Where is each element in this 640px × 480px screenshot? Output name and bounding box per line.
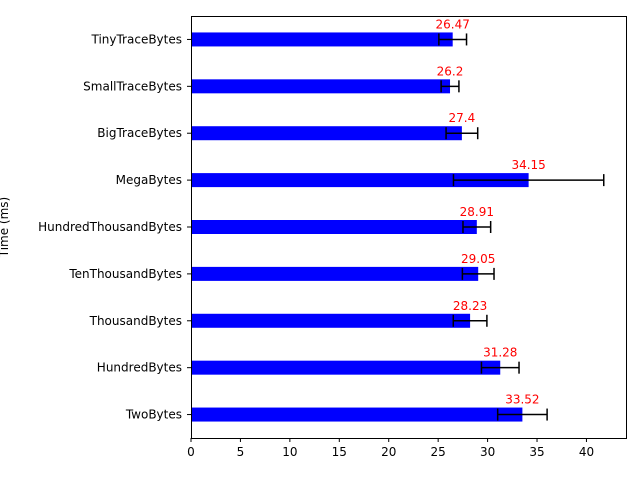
bar bbox=[191, 32, 453, 47]
data-label: 27.4 bbox=[449, 111, 476, 125]
x-tick-label: 10 bbox=[282, 445, 297, 459]
data-label: 34.15 bbox=[511, 158, 545, 172]
x-axis-ticks: 0 5 10 15 20 25 30 35 40 bbox=[187, 438, 594, 459]
x-tick-label: 40 bbox=[579, 445, 594, 459]
x-tick-label: 35 bbox=[529, 445, 544, 459]
x-tick-label: 5 bbox=[237, 445, 245, 459]
data-label: 26.47 bbox=[436, 17, 470, 31]
bar bbox=[191, 79, 451, 94]
x-tick-label: 20 bbox=[381, 445, 396, 459]
bars-layer bbox=[191, 32, 529, 422]
bar bbox=[191, 173, 529, 188]
error-bars-layer bbox=[438, 33, 605, 421]
y-tick-label: HundredThousandBytes bbox=[38, 220, 182, 234]
bar bbox=[191, 360, 501, 375]
data-label: 28.91 bbox=[460, 205, 494, 219]
y-tick-label: MegaBytes bbox=[116, 173, 182, 187]
data-label: 33.52 bbox=[505, 393, 539, 407]
y-tick-label: HundredBytes bbox=[97, 361, 182, 375]
bar bbox=[191, 407, 523, 422]
data-label: 31.28 bbox=[483, 346, 517, 360]
bar bbox=[191, 220, 477, 234]
plot-frame bbox=[191, 16, 627, 439]
x-tick-label: 30 bbox=[480, 445, 495, 459]
x-tick-label: 15 bbox=[332, 445, 347, 459]
y-tick-label: TinyTraceBytes bbox=[90, 32, 182, 46]
bar bbox=[191, 266, 479, 281]
x-tick-label: 0 bbox=[187, 445, 195, 459]
bar bbox=[191, 126, 462, 141]
data-label: 29.05 bbox=[461, 252, 495, 266]
y-tick-label: SmallTraceBytes bbox=[83, 79, 182, 93]
data-label: 26.2 bbox=[437, 64, 464, 78]
data-label: 28.23 bbox=[453, 299, 487, 313]
y-axis-label: Time (ms) bbox=[0, 197, 11, 259]
bar bbox=[191, 313, 471, 328]
data-labels-layer: 26.47 26.2 27.4 34.15 28.91 29.05 28.23 31.28 33… bbox=[436, 17, 546, 406]
y-tick-label: BigTraceBytes bbox=[97, 126, 182, 140]
y-tick-label: TenThousandBytes bbox=[68, 267, 182, 281]
y-tick-label: TwoBytes bbox=[125, 408, 182, 422]
y-axis-ticks: TinyTraceBytes SmallTraceBytes BigTraceByt… bbox=[38, 32, 191, 422]
y-tick-label: ThousandBytes bbox=[89, 314, 182, 328]
x-tick-label: 25 bbox=[431, 445, 446, 459]
